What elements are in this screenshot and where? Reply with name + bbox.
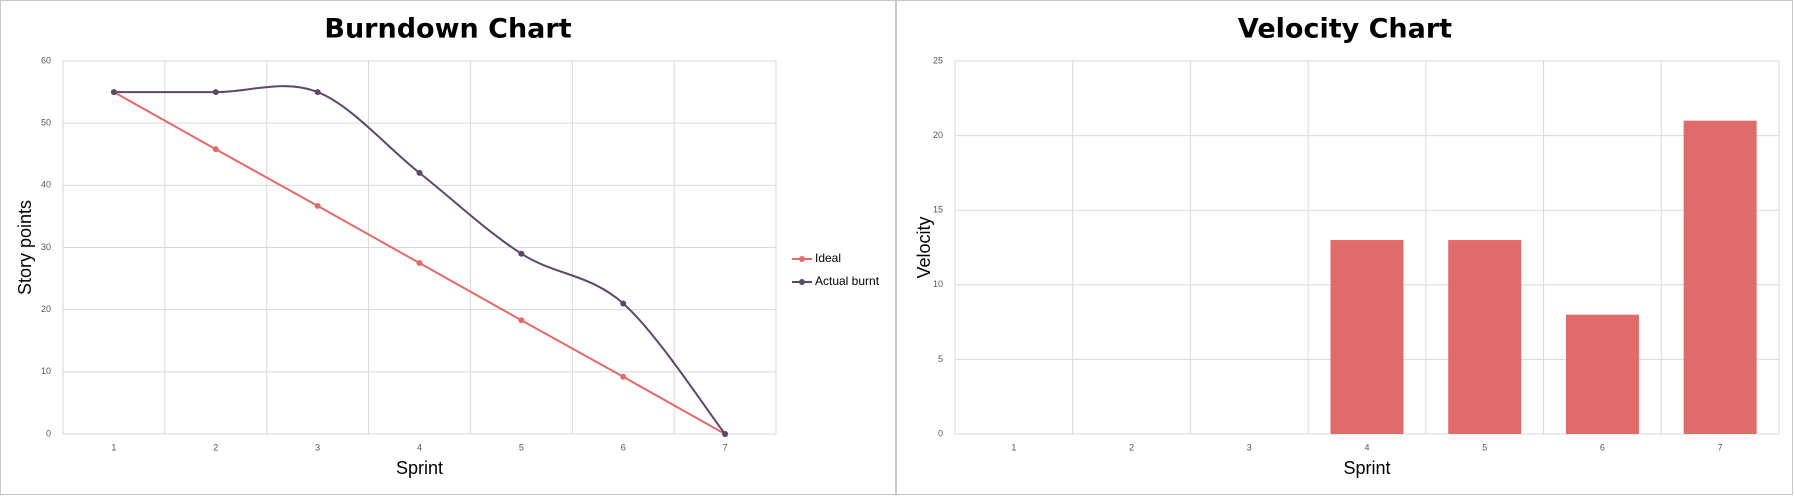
point — [620, 300, 627, 307]
x-tick-label: 2 — [1129, 442, 1134, 452]
y-axis-title: Story points — [15, 200, 35, 295]
y-tick-label: 10 — [933, 279, 943, 289]
y-tick-label: 5 — [938, 354, 943, 364]
y-tick-label: 20 — [933, 130, 943, 140]
point — [518, 250, 525, 257]
y-tick-label: 0 — [46, 428, 51, 438]
x-tick-label: 2 — [213, 442, 218, 452]
legend-marker — [799, 256, 805, 262]
y-axis-title: Velocity — [914, 216, 934, 278]
x-tick-label: 4 — [417, 442, 422, 452]
y-tick-label: 30 — [41, 242, 51, 252]
chart-title: Burndown Chart — [324, 14, 571, 45]
point — [314, 89, 321, 96]
y-tick-label: 0 — [938, 428, 943, 438]
x-tick-label: 1 — [1011, 442, 1016, 452]
y-tick-label: 10 — [41, 366, 51, 376]
point — [110, 89, 117, 96]
panel-border — [0, 0, 896, 495]
x-tick-label: 4 — [1364, 442, 1369, 452]
legend-label: Actual burnt — [815, 274, 880, 288]
y-tick-label: 40 — [41, 180, 51, 190]
x-axis-title: Sprint — [396, 458, 443, 478]
x-tick-label: 3 — [1247, 442, 1252, 452]
point — [212, 146, 219, 153]
x-tick-label: 7 — [723, 442, 728, 452]
x-tick-label: 6 — [621, 442, 626, 452]
y-tick-label: 50 — [41, 118, 51, 128]
x-tick-label: 3 — [315, 442, 320, 452]
bar — [1448, 240, 1522, 434]
bar — [1330, 240, 1404, 434]
y-tick-label: 15 — [933, 205, 943, 215]
x-tick-label: 6 — [1600, 442, 1605, 452]
x-tick-label: 1 — [111, 442, 116, 452]
point — [314, 202, 321, 209]
point — [620, 373, 627, 380]
chart-title: Velocity Chart — [1238, 14, 1452, 45]
point — [416, 169, 423, 176]
x-tick-label: 7 — [1718, 442, 1723, 452]
point — [212, 89, 219, 96]
bar — [1683, 120, 1757, 435]
bar — [1565, 314, 1639, 434]
panel-border — [896, 0, 1793, 495]
x-tick-label: 5 — [519, 442, 524, 452]
point — [518, 317, 525, 324]
y-tick-label: 25 — [933, 55, 943, 65]
point — [416, 260, 423, 267]
legend-marker — [799, 279, 805, 285]
point — [722, 431, 729, 437]
y-tick-label: 60 — [41, 55, 51, 65]
y-tick-label: 20 — [41, 304, 51, 314]
x-axis-title: Sprint — [1343, 458, 1390, 478]
legend-label: Ideal — [815, 251, 841, 265]
x-tick-label: 5 — [1482, 442, 1487, 452]
